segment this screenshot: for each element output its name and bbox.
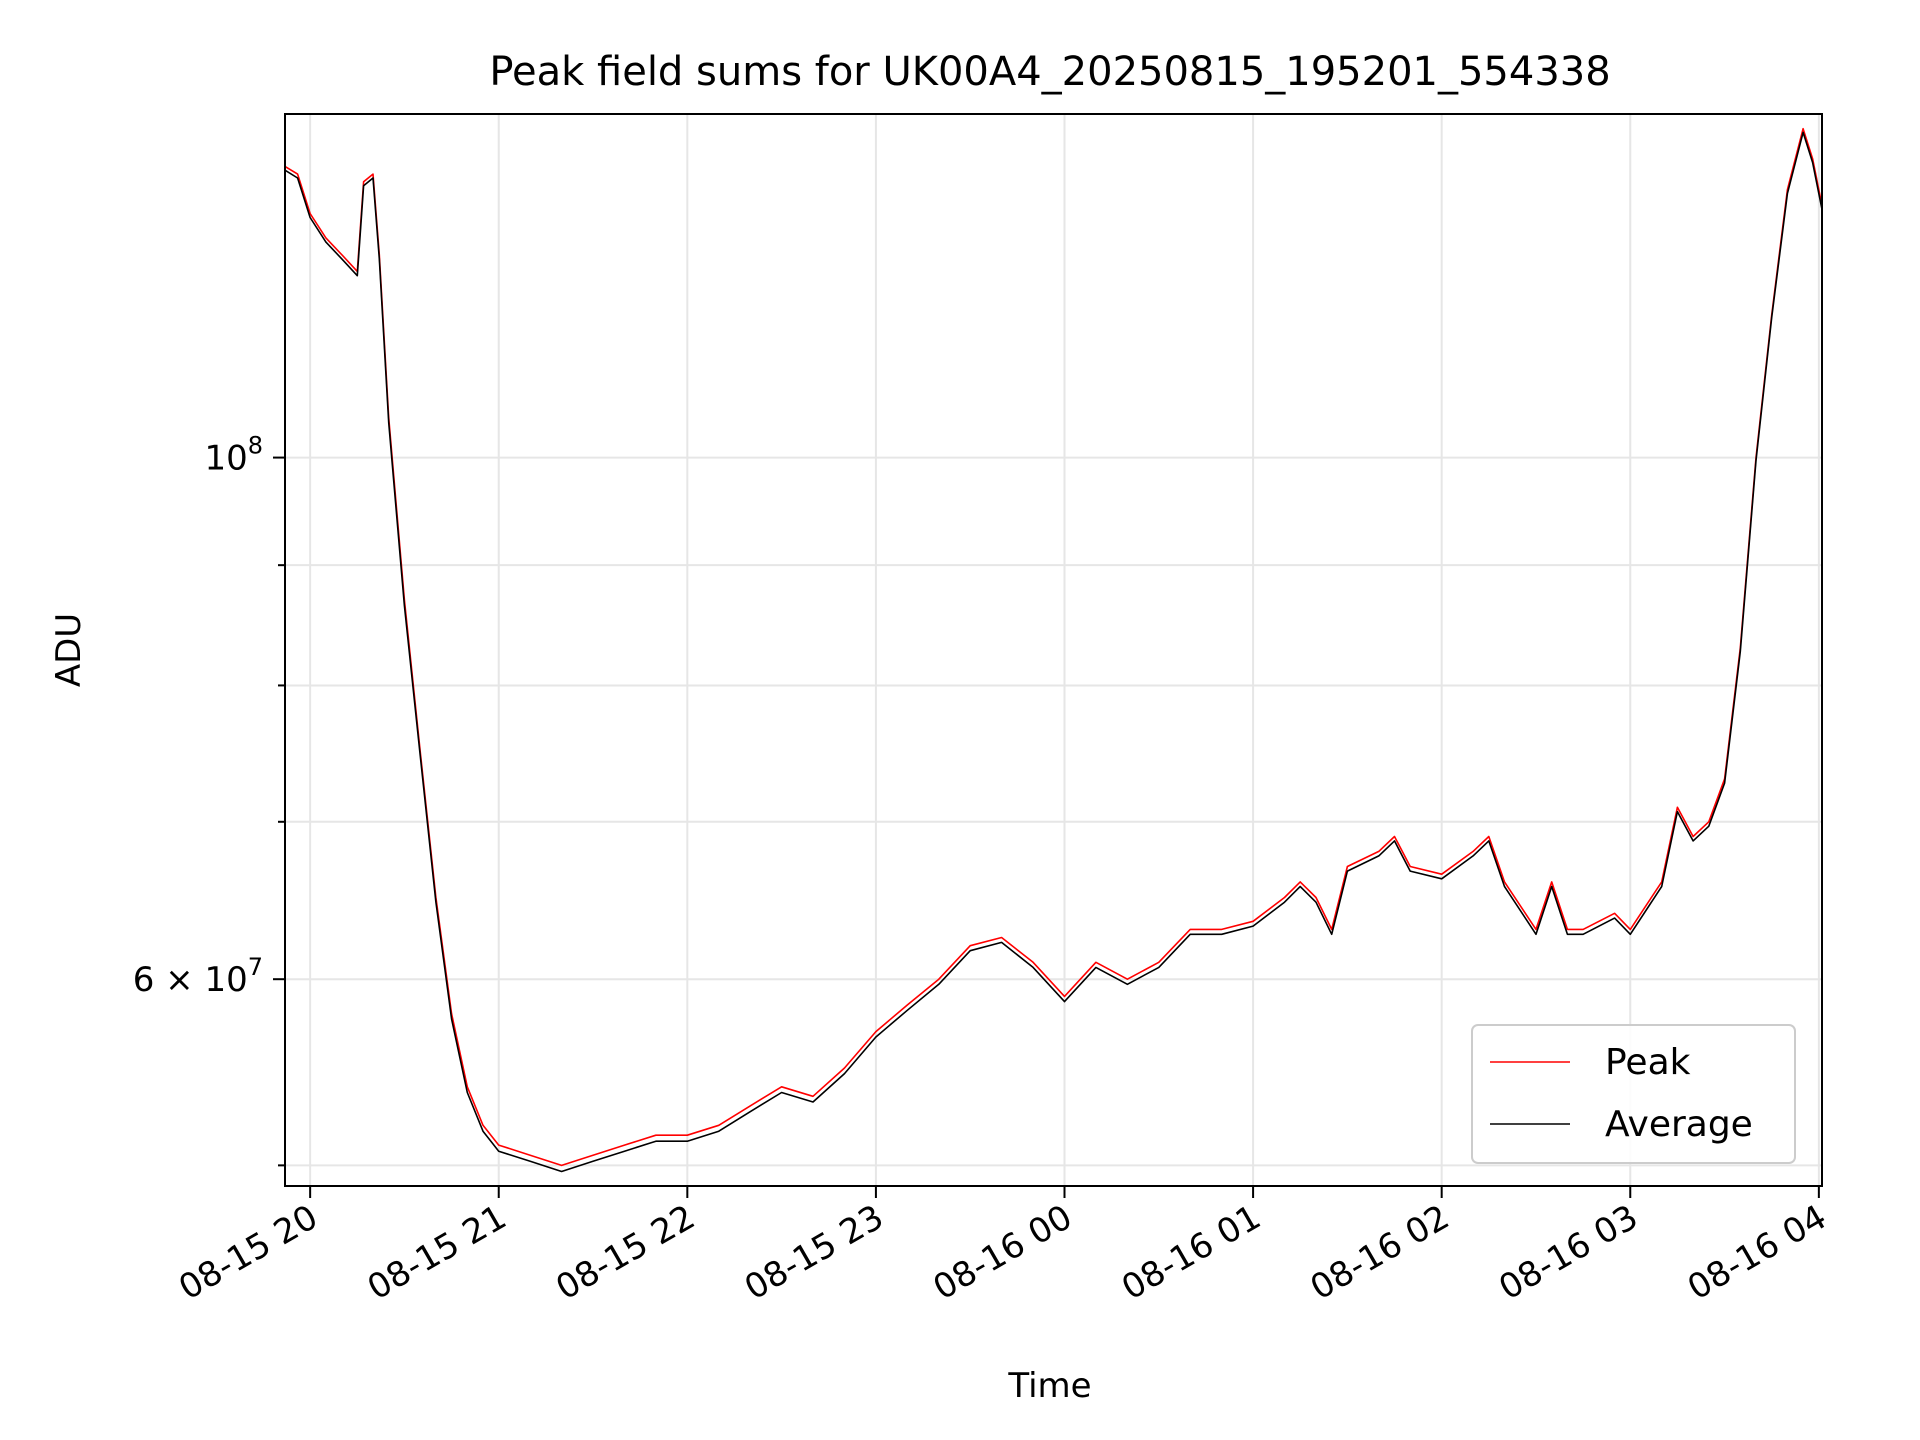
x-axis-label: Time [1007,1366,1091,1406]
legend: Peak Average [1471,1024,1796,1164]
axes-frame [284,113,1823,1187]
legend-label-average: Average [1605,1104,1753,1145]
chart-title: Peak field sums for UK00A4_20250815_1952… [489,49,1610,95]
series-lines [284,127,1823,1173]
y-axis-ticks: 108 6 × 107 [133,432,285,1167]
y-axis-label: ADU [49,613,89,687]
y-tick-label: 108 [204,432,263,479]
legend-label-peak: Peak [1605,1042,1691,1083]
legend-box [1471,1024,1796,1164]
grid [285,114,1822,1186]
series-line-average [284,131,1823,1173]
y-tick-label: 6 × 107 [133,953,263,1000]
